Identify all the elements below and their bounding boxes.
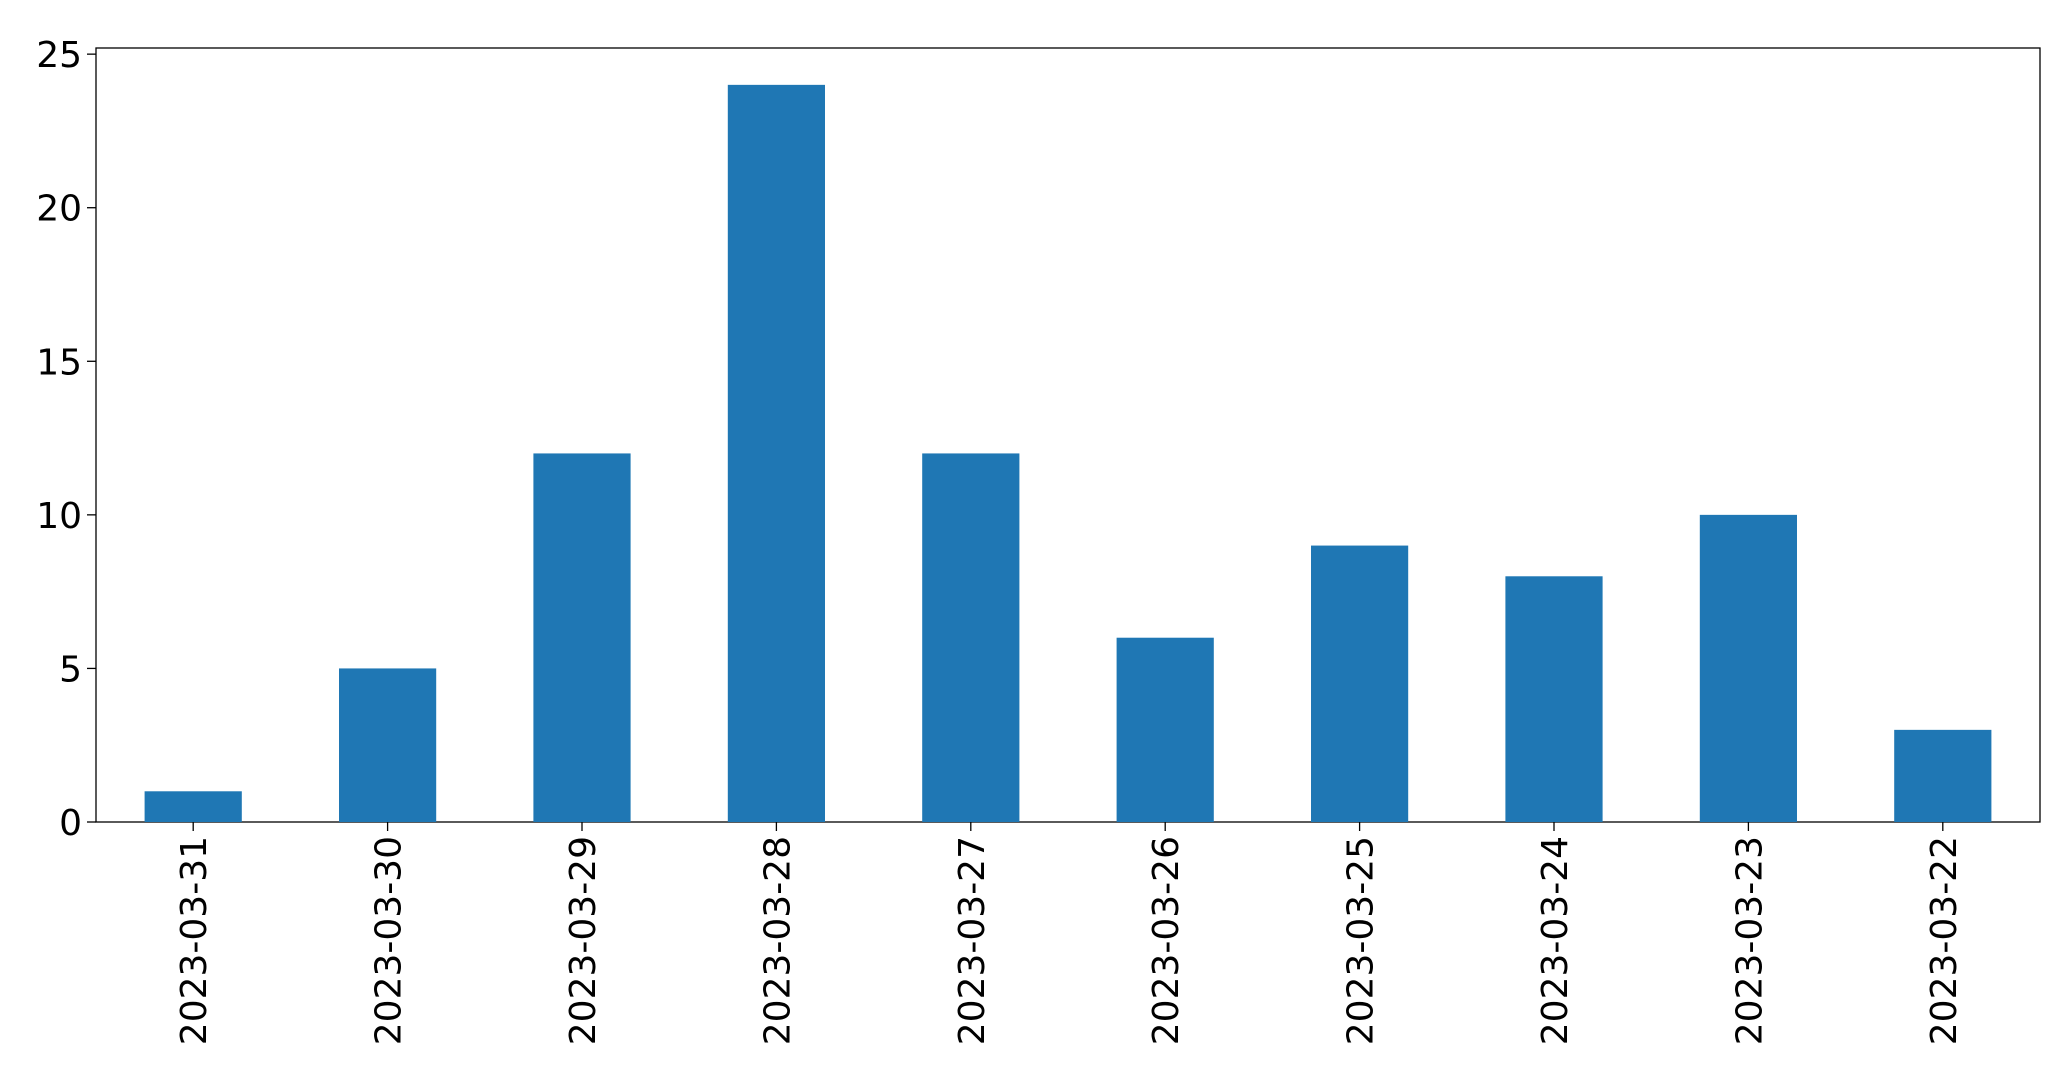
x-tick-label: 2023-03-31	[174, 836, 215, 1045]
y-tick-label: 10	[36, 496, 82, 537]
y-tick-label: 15	[36, 342, 82, 383]
y-tick-label: 20	[36, 189, 82, 230]
x-tick-label: 2023-03-25	[1341, 836, 1382, 1045]
bar	[1311, 545, 1409, 822]
x-tick-label: 2023-03-24	[1535, 836, 1576, 1045]
x-tick-label: 2023-03-29	[563, 836, 604, 1045]
bar	[1699, 514, 1797, 822]
bar	[339, 668, 437, 822]
bar	[1505, 576, 1603, 822]
y-tick-label: 0	[59, 803, 82, 844]
x-tick-label: 2023-03-22	[1924, 836, 1965, 1045]
x-tick-label: 2023-03-30	[369, 836, 410, 1045]
plot-frame	[95, 47, 2041, 823]
x-tick-label: 2023-03-28	[757, 836, 798, 1045]
bar	[533, 453, 631, 822]
y-tick-label: 25	[36, 35, 82, 76]
bar	[1894, 729, 1992, 822]
bar	[727, 84, 825, 823]
x-tick-label: 2023-03-23	[1729, 836, 1770, 1045]
y-tick-label: 5	[59, 649, 82, 690]
bar	[144, 791, 242, 822]
x-tick-label: 2023-03-27	[952, 836, 993, 1045]
x-tick-label: 2023-03-26	[1146, 836, 1187, 1045]
bar	[1116, 637, 1214, 822]
bar	[922, 453, 1020, 822]
